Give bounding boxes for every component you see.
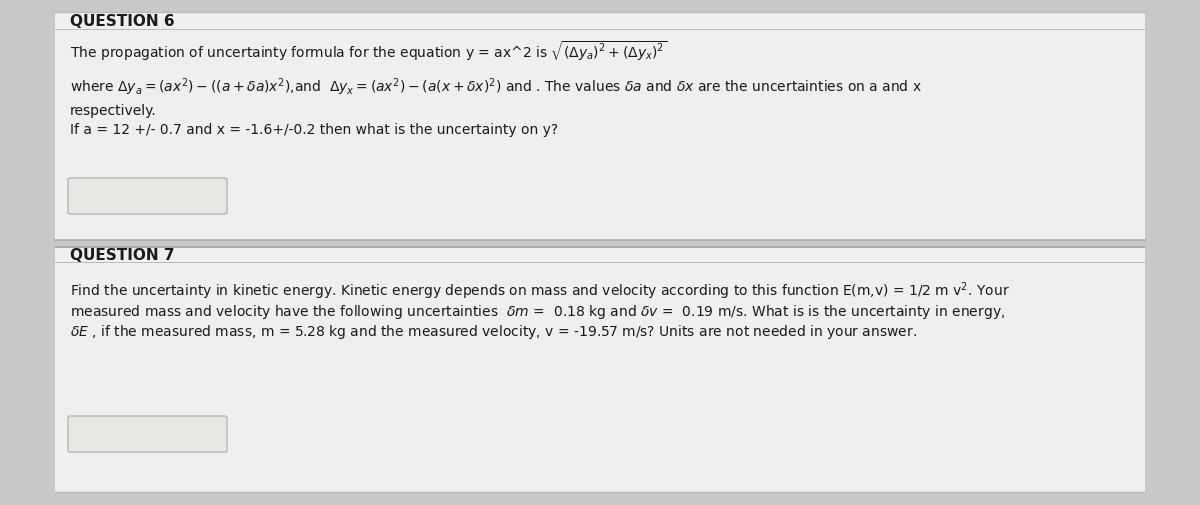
Bar <box>55 248 1145 492</box>
Text: Find the uncertainty in kinetic energy. Kinetic energy depends on mass and veloc: Find the uncertainty in kinetic energy. … <box>70 280 1010 301</box>
Text: respectively.: respectively. <box>70 104 157 118</box>
Text: The propagation of uncertainty formula for the equation y = ax^2 is $\sqrt{(\Del: The propagation of uncertainty formula f… <box>70 39 667 63</box>
Text: QUESTION 7: QUESTION 7 <box>70 247 174 262</box>
Text: where $\Delta y_a = (ax^2) - ((a + \delta a)x^2)$,and  $\Delta y_x = (ax^2) - (a: where $\Delta y_a = (ax^2) - ((a + \delt… <box>70 76 922 97</box>
FancyBboxPatch shape <box>68 179 227 215</box>
Text: measured mass and velocity have the following uncertainties  $\delta m$ =  0.18 : measured mass and velocity have the foll… <box>70 302 1006 320</box>
Text: $\delta E$ , if the measured mass, m = 5.28 kg and the measured velocity, v = -1: $\delta E$ , if the measured mass, m = 5… <box>70 322 917 340</box>
Text: If a = 12 +/- 0.7 and x = -1.6+/-0.2 then what is the uncertainty on y?: If a = 12 +/- 0.7 and x = -1.6+/-0.2 the… <box>70 123 558 137</box>
Text: QUESTION 6: QUESTION 6 <box>70 14 175 28</box>
Bar <box>55 13 1145 240</box>
FancyBboxPatch shape <box>68 416 227 452</box>
